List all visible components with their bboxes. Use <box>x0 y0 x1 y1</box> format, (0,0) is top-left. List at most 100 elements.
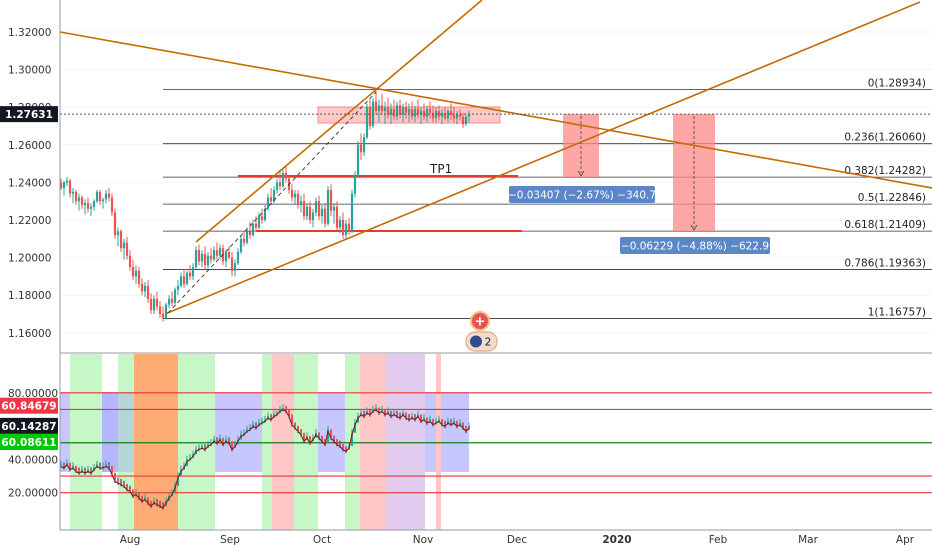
candle-up <box>365 107 369 138</box>
candle-up <box>362 137 366 153</box>
candle-up <box>293 193 297 198</box>
candle-up <box>350 193 354 232</box>
oscillator-bar <box>336 439 338 443</box>
oscillator-bar <box>216 439 218 442</box>
candle-down <box>107 193 111 198</box>
candle-up <box>407 109 411 113</box>
oscillator-bar <box>327 429 329 443</box>
candle-down <box>248 231 252 236</box>
candle-up <box>224 251 228 262</box>
candle-up <box>395 105 399 117</box>
trendlines: +2 <box>59 0 932 352</box>
x-tick-label: Dec <box>507 534 528 546</box>
candle-down <box>227 251 231 258</box>
candle-up <box>344 223 348 236</box>
candle-up <box>212 250 216 260</box>
oscillator-bar <box>99 464 101 467</box>
candle-down <box>461 116 465 125</box>
swing-line-dashed <box>167 91 377 314</box>
candle-up <box>311 212 315 220</box>
fib-level-label: 0(1.28934) <box>868 78 926 90</box>
oscillator-bar <box>177 476 179 487</box>
candle-up <box>194 250 198 267</box>
oscillator-bar <box>174 486 176 493</box>
candle-up <box>173 289 177 303</box>
candle-down <box>158 306 162 314</box>
candle-down <box>323 208 327 224</box>
candle-down <box>110 197 114 213</box>
candle-up <box>377 105 381 111</box>
oscillator-bar <box>249 427 251 430</box>
oscillator-bar <box>285 407 287 410</box>
price-tick-label: 1.30000 <box>8 65 51 77</box>
x-tick-label: Sep <box>220 534 240 546</box>
candle-up <box>83 203 87 205</box>
oscillator-bar <box>201 446 203 448</box>
candle-up <box>218 248 222 256</box>
oscillator-bar <box>126 484 128 488</box>
oscillator-bar <box>453 421 455 423</box>
price-tick-label: 1.26000 <box>8 140 51 152</box>
candle-up <box>281 173 285 187</box>
candle-up <box>383 107 387 111</box>
oscillator-bar <box>459 422 461 425</box>
oscillator-bar <box>435 421 437 423</box>
oscillator-bar <box>78 469 80 472</box>
candle-up <box>299 201 303 205</box>
candle-down <box>137 270 141 284</box>
oscillator-bar <box>390 411 392 415</box>
x-tick-label: Feb <box>709 534 728 546</box>
price-tick-label: 1.24000 <box>8 177 51 189</box>
plus-icon[interactable] <box>470 311 490 331</box>
oscillator-bar <box>243 432 245 435</box>
price-tick-label: 1.16000 <box>8 328 51 340</box>
oscillator-zone <box>215 392 262 472</box>
oscillator-zone <box>425 392 436 472</box>
oscillator-value-label: 60.84679 <box>1 401 56 413</box>
oscillator-bar <box>420 414 422 420</box>
measure-1-label: −0.03407 (−2.67%) −340.7 <box>508 190 656 202</box>
oscillator-bar <box>396 412 398 415</box>
candle-up <box>152 298 156 311</box>
oscillator-bar <box>426 417 428 422</box>
oscillator-bar <box>291 414 293 423</box>
candle-down <box>428 109 432 113</box>
candle-down <box>398 105 402 115</box>
oscillator-bar <box>444 422 446 425</box>
oscillator-zone <box>436 354 441 530</box>
candle-up <box>239 238 243 252</box>
oscillator-zones <box>60 354 469 530</box>
candle-up <box>95 191 99 202</box>
measure-2-label: −0.06229 (−4.88%) −622.9 <box>621 241 769 253</box>
candle-up <box>263 208 267 220</box>
candle-down <box>410 109 414 117</box>
oscillator-bar <box>411 416 413 418</box>
oscillator-bar <box>222 437 224 443</box>
candle-down <box>128 255 132 267</box>
candle-up <box>272 189 276 202</box>
candle-up <box>314 201 318 213</box>
candle-up <box>434 110 438 119</box>
candle-up <box>440 112 444 117</box>
candle-down <box>368 107 372 126</box>
oscillator-panel <box>60 352 932 510</box>
candle-down <box>74 191 78 202</box>
candle-down <box>359 144 363 153</box>
candle-up <box>122 242 126 249</box>
oscillator-bar <box>105 464 107 467</box>
candle-up <box>245 231 249 243</box>
channel-upper-line <box>195 0 483 243</box>
candle-up <box>233 263 237 271</box>
oscillator-bar <box>351 432 353 447</box>
oscillator-bar <box>297 426 299 430</box>
price-gridlines <box>60 31 932 334</box>
candle-up <box>332 206 336 211</box>
oscillator-bar <box>456 421 458 425</box>
axis-labels: 1.320001.300001.280001.260001.240001.220… <box>0 27 915 546</box>
ascending-trendline <box>164 1 921 315</box>
oscillator-value-label: 60.14287 <box>1 421 56 433</box>
candle-up <box>326 189 330 224</box>
candle-up <box>320 208 324 217</box>
oscillator-value-tag <box>0 397 58 414</box>
candle-down <box>335 206 339 228</box>
